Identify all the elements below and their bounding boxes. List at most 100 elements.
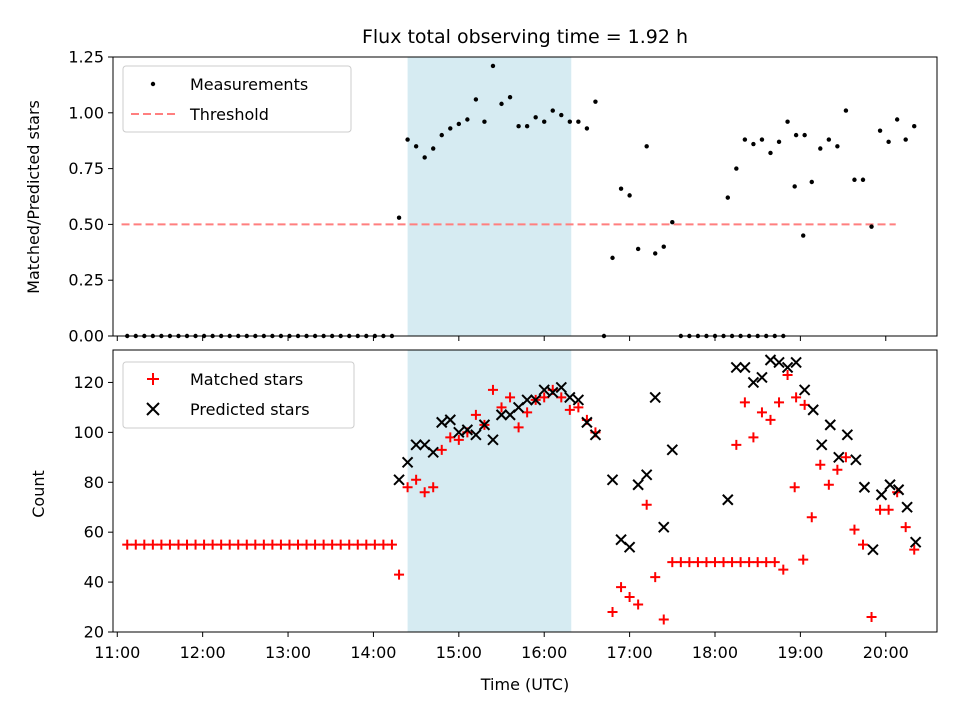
predicted-star-point — [807, 404, 819, 416]
matched-star-point — [857, 539, 868, 550]
top-y-tick-label: 0.25 — [68, 271, 104, 290]
matched-star-point — [156, 539, 167, 550]
bottom-x-ticks: 11:00 12:00 13:00 14:00 15:00 16:00 17:00 18:00… — [94, 632, 909, 662]
predicted-star-point — [790, 356, 802, 369]
measurement-point — [818, 146, 823, 151]
matched-star-point — [301, 539, 312, 550]
measurement-point — [396, 215, 402, 220]
matched-star-point — [756, 407, 767, 418]
predicted-star-point — [773, 356, 785, 369]
matched-star-point — [241, 539, 252, 550]
predicted-star-point — [666, 444, 679, 456]
matched-star-point — [735, 557, 746, 568]
top-y-axis-label: Matched/Predicted stars — [24, 100, 43, 294]
matched-star-point — [147, 539, 158, 550]
matched-star-point — [284, 539, 295, 550]
matched-star-point — [453, 434, 464, 445]
measurement-point — [507, 94, 513, 100]
matched-star-point — [224, 539, 235, 550]
matched-star-point — [748, 432, 759, 443]
predicted-star-point — [444, 414, 456, 426]
matched-star-point — [799, 399, 810, 410]
legend-measurement-marker — [150, 81, 156, 87]
measurement-point — [456, 121, 462, 127]
matched-star-point — [539, 392, 550, 403]
predicted-star-point — [730, 361, 743, 374]
matched-star-point — [164, 539, 175, 550]
matched-star-point — [778, 564, 789, 575]
predicted-star-point — [427, 446, 439, 459]
predicted-star-point — [901, 501, 913, 513]
measurement-point — [559, 112, 564, 118]
legend-predicted-marker — [146, 402, 160, 416]
legend-measurements-label: Measurements — [190, 75, 308, 94]
x-tick-label: 16:00 — [521, 643, 567, 662]
matched-star-point — [791, 392, 802, 403]
predicted-star-point — [824, 419, 836, 431]
top-y-tick-label: 0.00 — [68, 327, 104, 346]
matched-star-point — [739, 397, 750, 408]
legend-matched-label: Matched stars — [190, 370, 303, 389]
predicted-star-point — [478, 419, 491, 431]
matched-star-point — [752, 557, 763, 568]
top-y-tick-label: 1.25 — [68, 48, 104, 67]
measurement-point — [473, 97, 479, 102]
measurement-points — [125, 63, 917, 339]
matched-star-point — [765, 414, 776, 425]
measurement-point — [542, 119, 547, 124]
top-y-tick-label: 0.50 — [68, 215, 104, 234]
predicted-star-point — [858, 481, 871, 493]
matched-star-point — [216, 539, 227, 550]
x-tick-label: 11:00 — [94, 643, 140, 662]
measurement-point — [448, 126, 453, 131]
measurement-point — [439, 132, 444, 138]
matched-star-point — [718, 557, 729, 568]
matched-star-point — [361, 539, 372, 550]
legend-threshold-label: Threshold — [189, 105, 269, 124]
predicted-star-point — [572, 394, 585, 406]
matched-star-point — [318, 539, 329, 550]
measurement-point — [661, 244, 666, 249]
measurement-point — [725, 195, 730, 200]
measurement-point — [886, 139, 891, 145]
top-x-ticks — [116, 336, 887, 341]
legend-predicted-label: Predicted stars — [190, 400, 310, 419]
top-y-tick-label: 1.00 — [68, 103, 104, 122]
matched-star-point — [445, 432, 456, 443]
measurement-point — [852, 177, 857, 182]
predicted-star-point — [393, 474, 405, 486]
matched-star-point — [130, 539, 141, 550]
matched-star-point — [832, 464, 843, 475]
measurement-point — [405, 137, 410, 142]
x-tick-label: 12:00 — [180, 643, 226, 662]
measurement-point — [801, 233, 806, 238]
measurement-point — [524, 123, 530, 129]
matched-star-point — [667, 557, 678, 568]
measurement-point — [627, 193, 632, 198]
matched-star-point — [875, 504, 886, 515]
matched-star-point — [900, 522, 911, 533]
matched-star-point — [505, 392, 516, 403]
measurement-point — [644, 144, 649, 149]
measurement-point — [422, 155, 427, 160]
predicted-star-point — [764, 354, 777, 366]
predicted-star-point — [816, 439, 828, 451]
measurement-point — [431, 146, 436, 151]
measurement-point — [835, 144, 840, 149]
measurement-point — [413, 144, 419, 149]
matched-star-point — [866, 612, 877, 623]
bottom-y-axis-label: Count — [29, 470, 48, 518]
matched-star-point — [394, 569, 405, 580]
matched-star-point — [849, 524, 860, 535]
x-tick-label: 14:00 — [350, 643, 396, 662]
matched-star-point — [616, 582, 627, 593]
x-tick-label: 18:00 — [692, 643, 738, 662]
matched-star-point — [607, 607, 618, 618]
measurement-point — [759, 137, 765, 142]
measurement-point — [670, 219, 675, 225]
predicted-star-point — [892, 484, 905, 496]
matched-star-point — [258, 539, 269, 550]
matched-star-point — [182, 539, 193, 550]
bottom-legend: Matched stars Predicted stars — [122, 361, 355, 429]
predicted-star-point — [521, 394, 533, 406]
